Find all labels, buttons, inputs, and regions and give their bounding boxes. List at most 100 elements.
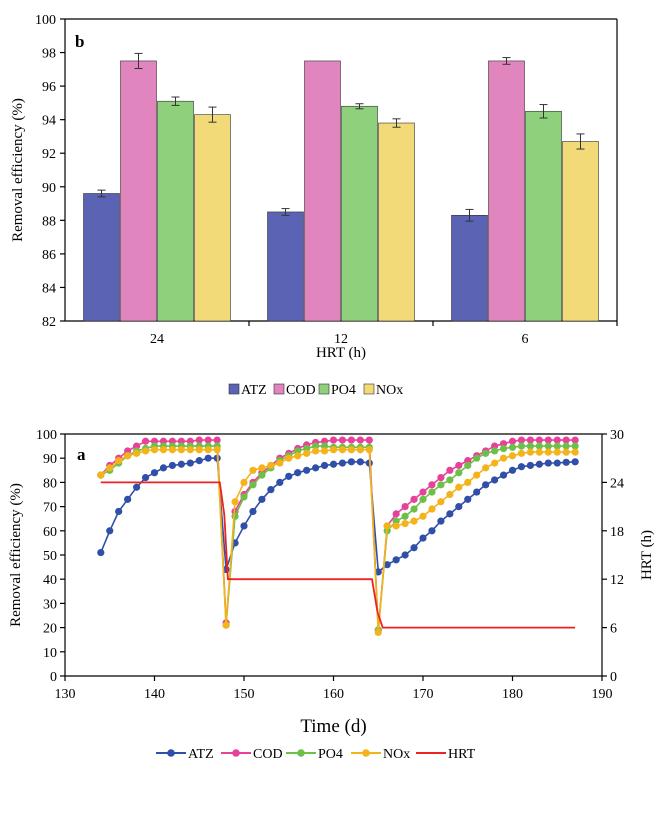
- data-point-atz: [446, 510, 454, 518]
- data-point-nox: [186, 446, 194, 454]
- x-tick-label: 180: [502, 687, 523, 702]
- data-point-cod: [428, 481, 436, 489]
- data-point-atz: [562, 458, 570, 466]
- data-point-atz: [455, 503, 463, 511]
- data-point-nox: [285, 454, 293, 462]
- data-point-atz: [312, 464, 320, 472]
- y2-tick-label: 12: [610, 573, 624, 588]
- data-point-nox: [473, 471, 481, 479]
- data-point-nox: [499, 454, 508, 462]
- data-point-atz: [159, 464, 168, 472]
- data-point-cod: [517, 436, 526, 444]
- data-point-atz: [106, 527, 114, 535]
- data-point-cod: [571, 436, 579, 444]
- y-axis-title: Removal efficiency (%): [10, 98, 26, 242]
- data-point-po4: [455, 469, 463, 477]
- legend-swatch-nox: [363, 383, 375, 395]
- data-point-atz: [338, 459, 347, 467]
- x-tick-label: 130: [55, 687, 76, 702]
- y-tick-label: 98: [42, 47, 56, 62]
- bar-po4-12: [341, 105, 378, 322]
- data-point-nox: [276, 459, 284, 467]
- y-tick-label: 88: [42, 214, 56, 229]
- x-tick-label: 170: [413, 687, 434, 702]
- bar-chart-panel-b: [60, 18, 618, 395]
- bar-atz-6: [451, 215, 488, 322]
- data-point-po4: [562, 442, 570, 450]
- data-point-nox: [240, 478, 248, 486]
- data-point-nox: [401, 519, 409, 528]
- data-point-po4: [526, 442, 535, 450]
- series-atz: [97, 454, 579, 576]
- data-point-atz: [571, 458, 579, 466]
- y-tick-label: 90: [43, 452, 57, 467]
- data-point-atz: [294, 469, 302, 477]
- y-axis-title: Removal efficiency (%): [8, 483, 24, 627]
- data-point-po4: [571, 442, 579, 450]
- data-point-nox: [517, 449, 526, 457]
- legend-label: HRT: [448, 747, 476, 762]
- legend-swatch-cod: [273, 383, 285, 395]
- legend-swatch-atz: [228, 383, 240, 395]
- data-point-atz: [204, 454, 212, 462]
- bar-cod-24: [120, 60, 157, 322]
- data-point-po4: [553, 442, 561, 450]
- series-line-hrt: [100, 481, 576, 629]
- y-tick-label: 50: [43, 549, 57, 564]
- data-point-atz: [535, 460, 543, 468]
- x-tick-label: 12: [334, 332, 348, 347]
- bar-cod-12: [304, 60, 341, 322]
- data-point-cod: [437, 473, 445, 482]
- data-point-atz: [544, 459, 552, 467]
- y-tick-label: 40: [43, 573, 57, 588]
- y-tick-label: 100: [35, 13, 56, 28]
- data-point-po4: [258, 471, 266, 479]
- data-point-po4: [473, 454, 481, 462]
- data-point-atz: [499, 471, 508, 479]
- data-point-po4: [231, 512, 239, 520]
- data-point-cod: [544, 436, 552, 444]
- legend-marker-po4: [297, 749, 305, 757]
- data-point-atz: [392, 556, 400, 564]
- series-nox: [97, 446, 579, 637]
- data-point-nox: [141, 447, 150, 455]
- data-point-nox: [258, 464, 266, 472]
- bar-atz-24: [83, 193, 120, 322]
- y-tick-label: 84: [42, 281, 56, 296]
- data-point-atz: [374, 568, 382, 576]
- data-point-cod: [365, 436, 373, 444]
- data-point-po4: [482, 449, 490, 457]
- data-point-nox: [168, 446, 176, 454]
- data-point-cod: [553, 436, 561, 444]
- data-point-nox: [419, 512, 427, 520]
- data-point-atz: [195, 457, 203, 465]
- data-point-atz: [473, 488, 481, 496]
- x-tick-label: 150: [234, 687, 255, 702]
- y-tick-label: 60: [43, 525, 57, 540]
- data-point-atz: [285, 472, 293, 480]
- data-point-atz: [258, 495, 266, 503]
- bar-nox-12: [378, 122, 415, 322]
- data-point-po4: [437, 481, 445, 489]
- data-point-cod: [195, 436, 203, 444]
- legend-swatch-po4: [318, 383, 330, 395]
- data-point-nox: [428, 505, 436, 513]
- data-point-atz: [303, 466, 311, 474]
- series-hrt: [100, 481, 576, 629]
- y-tick-label: 96: [42, 80, 56, 95]
- y-tick-label: 30: [43, 597, 57, 612]
- data-point-nox: [383, 522, 391, 530]
- y-tick-label: 92: [42, 147, 56, 162]
- legend-marker-atz: [167, 749, 175, 757]
- data-point-cod: [526, 436, 535, 444]
- data-point-nox: [446, 490, 454, 499]
- legend-label: COD: [253, 747, 283, 762]
- data-point-cod: [347, 436, 355, 444]
- data-point-po4: [464, 461, 472, 470]
- series-po4: [97, 442, 579, 634]
- y-tick-label: 0: [50, 670, 57, 685]
- x-tick-label: 140: [144, 687, 165, 702]
- data-point-nox: [195, 446, 203, 454]
- data-point-atz: [168, 461, 176, 470]
- data-point-atz: [482, 481, 490, 489]
